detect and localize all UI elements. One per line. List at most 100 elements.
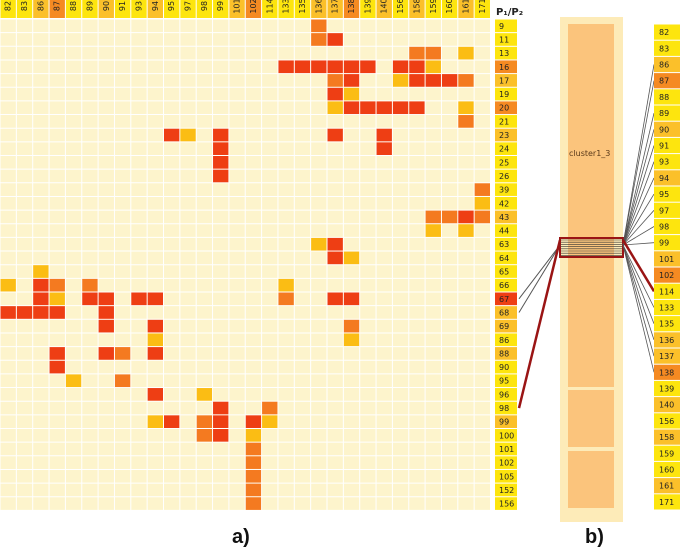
matrix-cell bbox=[376, 142, 392, 155]
row-label: 16 bbox=[499, 63, 509, 72]
row-label-cell bbox=[495, 19, 517, 33]
matrix-cell bbox=[311, 237, 327, 251]
right-link-line bbox=[621, 239, 656, 292]
row-label-cell bbox=[495, 169, 517, 183]
cluster-right-label: 138 bbox=[659, 368, 674, 377]
cluster-right-label: 89 bbox=[659, 109, 669, 118]
cluster-right-label: 136 bbox=[659, 336, 674, 345]
matrix-cell bbox=[0, 306, 16, 319]
matrix-cell bbox=[147, 388, 163, 401]
matrix-cell bbox=[49, 278, 65, 292]
column-header-label: 137 bbox=[331, 0, 340, 14]
cluster-right-label: 95 bbox=[659, 190, 669, 199]
matrix-cell bbox=[327, 128, 343, 142]
cluster-right-label: 171 bbox=[659, 498, 674, 507]
right-link-line bbox=[622, 244, 655, 324]
column-header-label: 95 bbox=[167, 1, 176, 11]
row-label-cell bbox=[495, 429, 517, 442]
row-label-cell bbox=[495, 210, 517, 224]
row-label-cell bbox=[495, 142, 517, 155]
cluster-right-label: 98 bbox=[659, 223, 669, 232]
right-link-line bbox=[622, 244, 655, 357]
matrix-cell bbox=[49, 360, 65, 374]
row-label: 25 bbox=[499, 158, 509, 167]
cluster-right-label-cell bbox=[654, 170, 680, 186]
matrix-cell bbox=[376, 101, 392, 115]
row-label-cell bbox=[495, 292, 517, 306]
right-link-line bbox=[622, 113, 655, 246]
matrix-cell bbox=[98, 292, 114, 306]
column-headers: 82 83 86 87 88 89 90 91 93 94 95 97 98 99 101 102 114 133… bbox=[0, 0, 490, 18]
right-link-line bbox=[622, 161, 655, 246]
cluster-right-label-cell bbox=[654, 121, 680, 137]
matrix-cell bbox=[16, 306, 33, 319]
row-label: 19 bbox=[499, 90, 509, 99]
column-header-label: 83 bbox=[20, 1, 29, 11]
matrix-cell bbox=[376, 128, 392, 142]
cluster-right-label-cell bbox=[654, 235, 680, 251]
cluster-right-label-cell bbox=[654, 202, 680, 218]
cluster-right-label: 83 bbox=[659, 44, 669, 53]
matrix-cell bbox=[294, 60, 311, 74]
matrix-cell bbox=[213, 429, 229, 442]
cluster-right-label: 135 bbox=[659, 320, 674, 329]
matrix-cell bbox=[458, 46, 474, 60]
matrix-cell bbox=[327, 292, 343, 306]
column-header-cell bbox=[180, 0, 196, 18]
matrix-cell bbox=[458, 101, 474, 115]
row-label-cell bbox=[495, 401, 517, 415]
matrix-cell bbox=[196, 388, 213, 401]
matrix-cell bbox=[278, 278, 294, 292]
matrix-cell bbox=[213, 156, 229, 169]
cluster-right-label-cell bbox=[654, 397, 680, 413]
row-label-cell bbox=[495, 456, 517, 469]
row-label-cell bbox=[495, 87, 517, 101]
cluster-panel bbox=[559, 17, 624, 522]
right-link-line bbox=[622, 177, 655, 246]
matrix-cell bbox=[213, 128, 229, 142]
row-label-cell bbox=[495, 469, 517, 483]
right-link-line bbox=[622, 244, 655, 373]
cluster-right-label-cell bbox=[654, 364, 680, 380]
column-header-cell bbox=[229, 0, 245, 18]
matrix-cell bbox=[327, 60, 343, 74]
cluster-right-label: 97 bbox=[659, 206, 669, 215]
cluster-right-label-cell bbox=[654, 478, 680, 494]
cluster-block bbox=[568, 390, 614, 447]
matrix-cell bbox=[343, 87, 360, 101]
matrix-cell bbox=[474, 196, 490, 210]
cluster-right-label: 87 bbox=[659, 77, 669, 86]
matrix-cell bbox=[147, 292, 163, 306]
right-link-line bbox=[622, 64, 655, 246]
column-header-label: 136 bbox=[314, 0, 323, 14]
cluster-right-label-cell bbox=[654, 40, 680, 56]
row-label-cell bbox=[495, 156, 517, 169]
column-header-label: 156 bbox=[396, 0, 405, 14]
column-header-label: 133 bbox=[282, 0, 291, 14]
row-label-cell bbox=[495, 319, 517, 333]
column-header-label: 82 bbox=[4, 1, 13, 11]
column-header-cell bbox=[98, 0, 114, 18]
matrix-cell bbox=[343, 74, 360, 87]
column-header-label: 102 bbox=[249, 0, 258, 14]
row-label: 39 bbox=[499, 186, 509, 195]
matrix-cell bbox=[425, 74, 441, 87]
cluster-right-label-cell bbox=[654, 154, 680, 170]
column-header-cell bbox=[164, 0, 180, 18]
cluster-right-label-cell bbox=[654, 494, 680, 510]
cluster-right-label-cell bbox=[654, 56, 680, 73]
matrix-cell bbox=[392, 74, 409, 87]
row-label-cell bbox=[495, 115, 517, 128]
column-header-label: 140 bbox=[380, 0, 389, 14]
row-label: 13 bbox=[499, 49, 509, 58]
column-header-label: 99 bbox=[216, 1, 225, 11]
cluster-right-label: 133 bbox=[659, 304, 674, 313]
right-link-line bbox=[622, 129, 655, 246]
column-header-label: 161 bbox=[461, 0, 470, 14]
row-label-cell bbox=[495, 360, 517, 374]
cluster-right-label: 137 bbox=[659, 352, 674, 361]
column-header-label: 88 bbox=[69, 1, 78, 11]
matrix-cell bbox=[213, 142, 229, 155]
row-label: 11 bbox=[499, 35, 509, 44]
cluster-right-labels: 82 83 86 87 88 89 90 91 93 94 95 97 98 99 101 102 114 133… bbox=[654, 24, 680, 510]
